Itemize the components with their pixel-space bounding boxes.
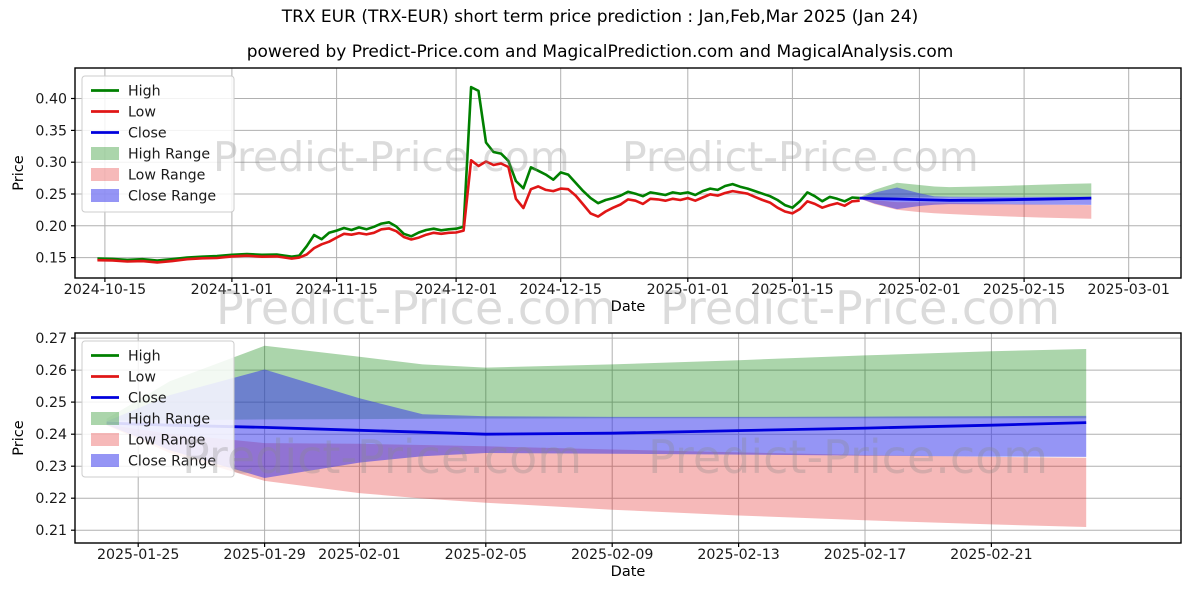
x-tick-label: 2025-02-21 <box>950 547 1032 563</box>
legend-low-range-swatch <box>91 433 119 446</box>
prediction-zoom-chart: 0.21 0.22 0.23 0.24 0.25 0.26 0.27 2025-01-25 20… <box>35 331 1182 563</box>
y-tick-label: 0.27 <box>35 331 67 347</box>
x-tick-label: 2025-02-05 <box>445 547 527 563</box>
x-tick-label: 2025-02-01 <box>318 547 400 563</box>
legend-low-range-swatch <box>91 168 119 181</box>
y-tick-label: 0.25 <box>35 395 67 411</box>
y-tick-label: 0.23 <box>35 459 67 475</box>
legend: High Low Close High Range Low Range Close Ran… <box>81 340 235 478</box>
legend-label: Low Range <box>128 168 205 184</box>
main-y-axis-label: Price <box>11 155 27 191</box>
x-tick-label: 2024-10-15 <box>64 282 146 298</box>
x-tick-label: 2025-02-15 <box>983 282 1065 298</box>
x-tick-label: 2025-02-01 <box>878 282 960 298</box>
high-line <box>97 85 860 262</box>
y-tick-label: 0.35 <box>35 123 67 139</box>
y-tick-label: 0.20 <box>35 219 67 235</box>
y-tick-label: 0.30 <box>35 155 67 171</box>
x-tick-label: 2025-02-09 <box>571 547 653 563</box>
legend-label: Close <box>128 126 167 142</box>
main-price-chart: 0.15 0.20 0.25 0.30 0.35 0.40 2024-10-15 2024-1… <box>35 67 1182 299</box>
legend-close-range-swatch <box>91 454 119 467</box>
close-range-band <box>106 369 1087 478</box>
grid <box>75 68 1181 278</box>
y-tick-label: 0.40 <box>35 92 67 108</box>
x-tick-label: 2024-12-01 <box>415 282 497 298</box>
legend: High Low Close High Range Low Range Close Ran… <box>81 75 235 213</box>
y-tick-label: 0.21 <box>35 523 67 539</box>
y-tick-label: 0.15 <box>35 251 67 267</box>
legend-label: Low Range <box>128 433 205 449</box>
y-tick-label: 0.25 <box>35 187 67 203</box>
close-line <box>859 196 1092 202</box>
legend-label: Close <box>128 391 167 407</box>
zoom-x-axis-label: Date <box>610 564 646 580</box>
plot-border <box>74 67 1182 279</box>
axis-ticks: 0.21 0.22 0.23 0.24 0.25 0.26 0.27 2025-01-25 20… <box>35 331 1032 563</box>
x-tick-label: 2025-02-13 <box>697 547 779 563</box>
legend-label: High Range <box>128 412 210 428</box>
x-tick-label: 2025-01-01 <box>647 282 729 298</box>
x-tick-label: 2025-01-25 <box>97 547 179 563</box>
x-tick-label: 2025-01-29 <box>223 547 305 563</box>
x-tick-label: 2025-01-15 <box>751 282 833 298</box>
legend-label: Close Range <box>128 454 216 470</box>
y-tick-label: 0.22 <box>35 491 67 507</box>
legend-label: Close Range <box>128 189 216 205</box>
x-tick-label: 2024-11-15 <box>295 282 377 298</box>
close-range-band <box>859 187 1092 210</box>
y-tick-label: 0.26 <box>35 363 67 379</box>
main-x-axis-label: Date <box>610 299 646 315</box>
legend-high-range-swatch <box>91 412 119 425</box>
x-tick-label: 2024-11-01 <box>191 282 273 298</box>
legend-label: High <box>128 349 161 365</box>
page-title: TRX EUR (TRX-EUR) short term price predi… <box>281 7 919 27</box>
x-tick-label: 2025-03-01 <box>1087 282 1169 298</box>
zoom-y-axis-label: Price <box>11 420 27 456</box>
legend-label: High <box>128 84 161 100</box>
legend-label: Low <box>128 105 156 121</box>
legend-high-range-swatch <box>91 147 119 160</box>
x-tick-label: 2024-12-15 <box>519 282 601 298</box>
legend-close-range-swatch <box>91 189 119 202</box>
y-tick-label: 0.24 <box>35 427 67 443</box>
x-tick-label: 2025-02-17 <box>824 547 906 563</box>
legend-label: High Range <box>128 147 210 163</box>
page-subtitle: powered by Predict-Price.com and Magical… <box>246 42 954 62</box>
axis-ticks: 0.15 0.20 0.25 0.30 0.35 0.40 2024-10-15 2024-1… <box>35 92 1170 299</box>
legend-label: Low <box>128 370 156 386</box>
plot-border <box>74 332 1182 544</box>
low-line <box>97 159 860 264</box>
